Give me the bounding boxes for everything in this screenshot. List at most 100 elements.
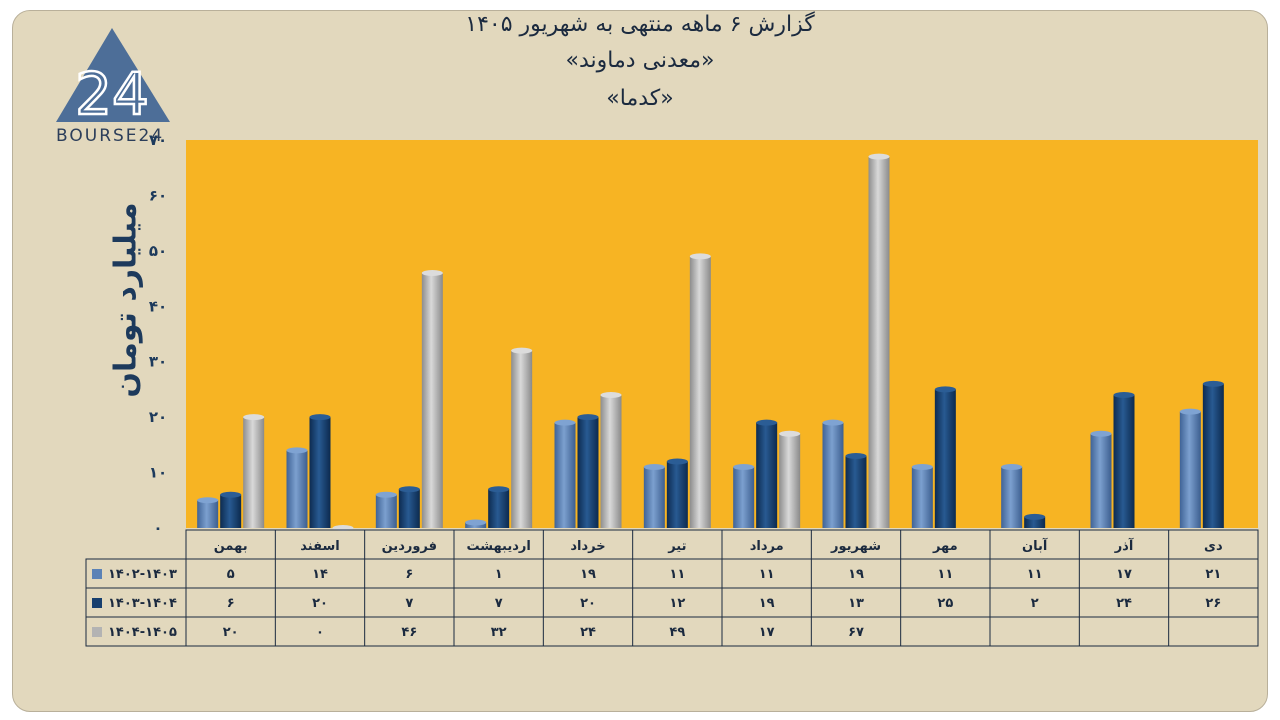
- data-label: ۱۳: [848, 596, 864, 611]
- bar: [822, 422, 844, 528]
- bar: [845, 455, 867, 528]
- bar-cap: [1179, 408, 1201, 415]
- bar: [1113, 394, 1135, 528]
- bar-cap: [1001, 464, 1023, 471]
- bar-cap: [197, 497, 219, 504]
- bar: [554, 422, 576, 528]
- bar: [1179, 411, 1201, 528]
- bar: [756, 422, 778, 528]
- y-tick-label: ۷۰: [149, 131, 167, 149]
- bar-cap: [1090, 430, 1112, 437]
- chart-title: گزارش ۶ ماهه منتهی به شهریور ۱۴۰۵: [465, 12, 815, 37]
- bar-cap: [421, 270, 443, 277]
- y-tick-label: ۰: [153, 519, 162, 537]
- bar: [375, 494, 397, 528]
- bar-cap: [1202, 380, 1224, 387]
- bar: [243, 417, 265, 528]
- y-tick-label: ۶۰: [149, 186, 167, 204]
- data-label: ۴۹: [669, 625, 685, 640]
- data-label: ۶۷: [848, 625, 864, 640]
- legend-entry: ۱۴۰۲-۱۴۰۳: [108, 567, 177, 582]
- legend-entry: ۱۴۰۴-۱۴۰۵: [108, 625, 177, 640]
- bourse24-logo: 24: [56, 28, 170, 129]
- category-label: اردیبهشت: [466, 539, 530, 554]
- data-label: ۲۵: [937, 596, 953, 611]
- legend-marker: [92, 569, 102, 579]
- category-label: دی: [1204, 539, 1223, 554]
- bar-cap: [465, 519, 487, 526]
- bar: [643, 467, 665, 528]
- data-label: ۱۷: [759, 625, 775, 640]
- bar: [1024, 516, 1046, 528]
- data-label: ۲۴: [580, 625, 596, 640]
- bar: [1090, 433, 1112, 528]
- data-label: ۱: [495, 567, 503, 582]
- bar: [666, 461, 688, 528]
- bar: [733, 467, 755, 528]
- bar: [286, 450, 308, 528]
- bar-cap: [554, 419, 576, 426]
- data-label: ۳۲: [491, 625, 507, 640]
- data-label: ۵: [227, 567, 235, 582]
- bar-cap: [689, 253, 711, 260]
- data-label: ۲۶: [1205, 596, 1221, 611]
- category-label: اسفند: [300, 539, 339, 554]
- bar-cap: [398, 486, 420, 493]
- bar-cap: [600, 391, 622, 398]
- data-label: ۲۱: [1205, 567, 1221, 582]
- bar-cap: [779, 430, 801, 437]
- data-label: ۱۴: [312, 567, 328, 582]
- bar-cap: [220, 491, 242, 498]
- data-label: ۲: [1031, 596, 1039, 611]
- data-label: ۴۶: [401, 625, 417, 640]
- category-label: بهمن: [214, 539, 248, 554]
- logo-triangle: [56, 28, 170, 122]
- bar: [1202, 383, 1224, 528]
- legend-marker: [92, 598, 102, 608]
- data-label: ۲۰: [580, 596, 596, 611]
- bar-cap: [733, 464, 755, 471]
- category-label: آبان: [1022, 537, 1048, 554]
- bar-cap: [756, 419, 778, 426]
- y-tick-label: ۵۰: [149, 242, 167, 260]
- data-label: ۱۱: [669, 567, 685, 582]
- y-tick-label: ۳۰: [149, 353, 167, 371]
- bar-cap: [1024, 513, 1046, 520]
- data-label: ۱۱: [759, 567, 775, 582]
- data-label: ۱۱: [1027, 567, 1043, 582]
- logo-text: BOURSE24: [56, 126, 165, 146]
- bar: [600, 394, 622, 528]
- category-label: مرداد: [750, 539, 784, 554]
- data-label: ۷: [495, 596, 503, 611]
- category-label: تیر: [667, 539, 686, 554]
- bar-cap: [309, 414, 331, 421]
- category-label: مهر: [932, 539, 958, 554]
- category-label: فروردین: [382, 539, 437, 554]
- bar: [1001, 467, 1023, 528]
- bar-cap: [577, 414, 599, 421]
- logo-mark: 24: [75, 60, 149, 128]
- bar-cap: [845, 452, 867, 459]
- bar: [911, 467, 933, 528]
- bar: [398, 489, 420, 528]
- bar-cap: [868, 153, 890, 160]
- bar-cap: [934, 386, 956, 393]
- ticker-symbol: «کدما»: [606, 86, 674, 111]
- data-label: ۷: [405, 596, 413, 611]
- plot-area: [186, 140, 1258, 528]
- data-label: ۰: [316, 625, 324, 640]
- data-label: ۲۰: [223, 625, 239, 640]
- data-label: ۲۴: [1116, 596, 1132, 611]
- legend-entry: ۱۴۰۳-۱۴۰۴: [108, 596, 177, 611]
- bar-cap: [643, 464, 665, 471]
- data-label: ۱۱: [937, 567, 953, 582]
- legend-marker: [92, 627, 102, 637]
- bar: [934, 389, 956, 528]
- bar: [868, 156, 890, 528]
- bar: [220, 494, 242, 528]
- category-label: آذر: [1114, 537, 1134, 554]
- bar-cap: [488, 486, 510, 493]
- bar-cap: [822, 419, 844, 426]
- bar: [779, 433, 801, 528]
